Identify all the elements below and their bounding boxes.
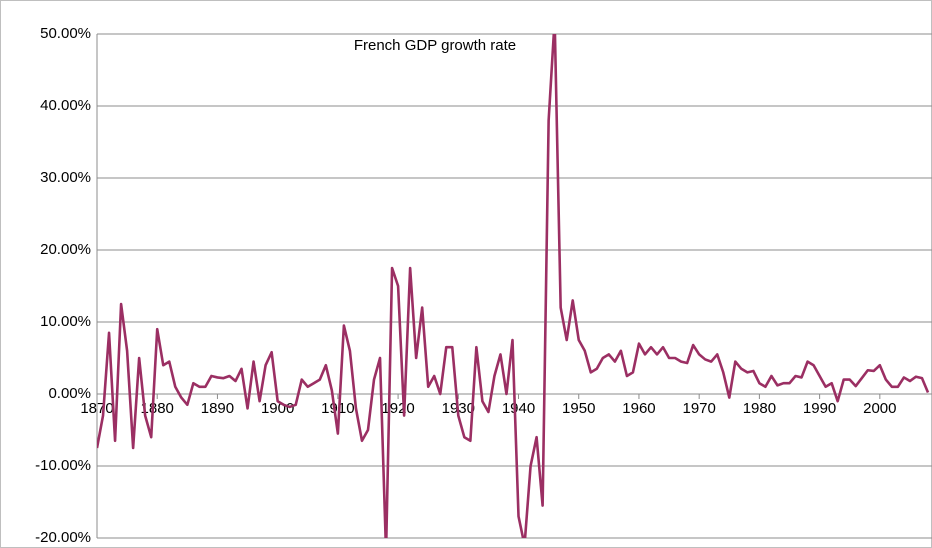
x-tick-label: 1980 [743,400,776,417]
x-tick-label: 1870 [80,400,113,417]
x-tick-label: 1960 [622,400,655,417]
y-tick-label: 10.00% [40,313,91,330]
x-tick-label: 1900 [261,400,294,417]
y-tick-label: 50.00% [40,25,91,42]
y-tick-label: 40.00% [40,97,91,114]
y-tick-label: 30.00% [40,169,91,186]
y-tick-label: -20.00% [35,529,91,546]
x-tick-label: 1950 [562,400,595,417]
x-tick-label: 1940 [502,400,535,417]
x-tick-label: 2000 [863,400,896,417]
chart-title: French GDP growth rate [354,37,516,54]
x-tick-label: 1990 [803,400,836,417]
x-tick-label: 1920 [381,400,414,417]
y-tick-label: 20.00% [40,241,91,258]
y-tick-label: 0.00% [48,385,91,402]
x-tick-label: 1910 [321,400,354,417]
x-tick-label: 1890 [201,400,234,417]
data-line [97,34,930,538]
y-tick-label: -10.00% [35,457,91,474]
x-tick-label: 1970 [682,400,715,417]
x-tick-label: 1880 [141,400,174,417]
